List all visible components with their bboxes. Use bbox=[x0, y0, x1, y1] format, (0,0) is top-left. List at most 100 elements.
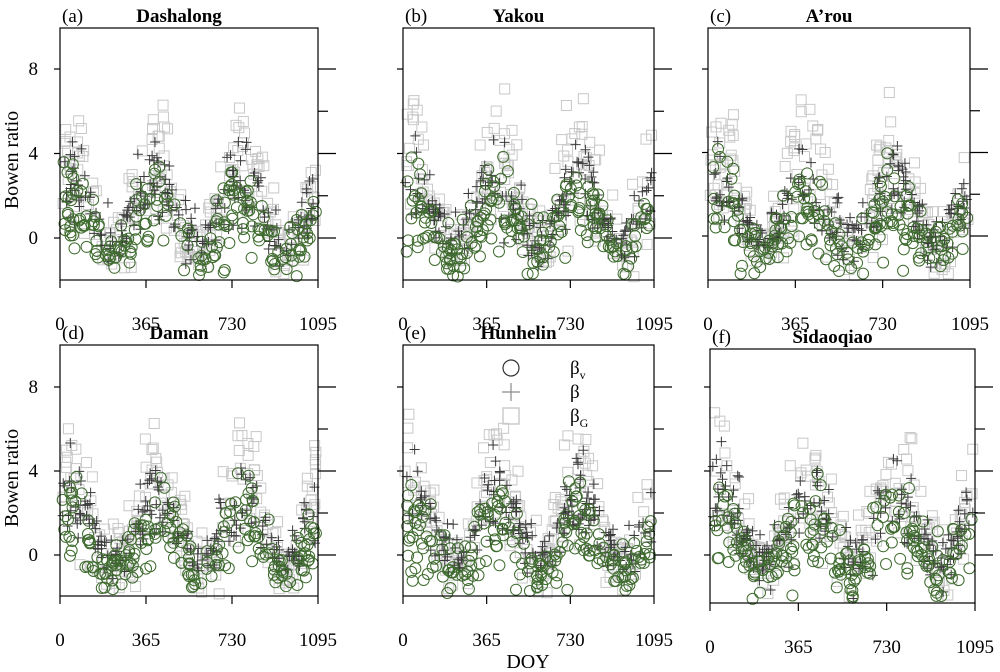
beta-g-point bbox=[942, 268, 954, 280]
beta-v-point bbox=[130, 194, 143, 207]
beta-v-point bbox=[61, 166, 74, 179]
beta-v-point bbox=[579, 503, 592, 516]
beta-v-point bbox=[478, 207, 491, 220]
beta-point bbox=[560, 164, 571, 175]
beta-point bbox=[75, 476, 86, 487]
beta-v-point bbox=[593, 207, 606, 220]
beta-v-point bbox=[885, 536, 898, 549]
beta-point bbox=[594, 505, 605, 516]
beta-v-point bbox=[920, 227, 933, 240]
beta-point bbox=[905, 500, 916, 511]
beta-point bbox=[893, 160, 904, 171]
beta-g-point bbox=[590, 154, 602, 166]
beta-g-point bbox=[704, 189, 716, 201]
beta-v-point bbox=[625, 252, 638, 265]
beta-g-point bbox=[933, 534, 945, 546]
beta-g-point bbox=[576, 121, 588, 133]
beta-g-point bbox=[270, 266, 282, 278]
beta-v-point bbox=[243, 204, 256, 217]
beta-v-point bbox=[923, 252, 936, 265]
beta-v-point bbox=[182, 568, 195, 581]
beta-v-point bbox=[458, 262, 471, 275]
beta-g-point bbox=[864, 485, 876, 497]
beta-v-point bbox=[245, 220, 258, 233]
beta-v-point bbox=[876, 195, 889, 208]
beta-point bbox=[812, 465, 823, 476]
beta-g-point bbox=[309, 499, 321, 511]
y-tick-label: 0 bbox=[29, 228, 39, 249]
x-tick-label: 1095 bbox=[635, 630, 673, 651]
beta-point bbox=[911, 216, 922, 227]
beta-point bbox=[856, 225, 867, 236]
beta-g-point bbox=[83, 199, 95, 211]
beta-v-point bbox=[225, 178, 238, 191]
beta-v-point bbox=[772, 238, 785, 251]
beta-v-point bbox=[897, 243, 910, 256]
beta-v-point bbox=[235, 509, 248, 522]
beta-v-point bbox=[449, 238, 462, 251]
beta-g-point bbox=[309, 164, 321, 176]
beta-v-point bbox=[922, 229, 935, 242]
beta-v-point bbox=[497, 529, 510, 542]
beta-point bbox=[948, 535, 959, 546]
beta-v-point bbox=[728, 507, 741, 520]
beta-v-point bbox=[307, 195, 320, 208]
beta-g-point bbox=[404, 142, 416, 154]
beta-point bbox=[181, 204, 192, 215]
beta-v-point bbox=[845, 568, 858, 581]
beta-v-point bbox=[819, 253, 832, 266]
beta-v-point bbox=[580, 229, 593, 242]
beta-point bbox=[499, 137, 510, 148]
beta-v-point bbox=[279, 251, 292, 264]
panel-1: 0 4 8 0 365 730 1095 (a) Dashalong bbox=[29, 6, 338, 335]
beta-v-point bbox=[422, 229, 435, 242]
beta-v-point bbox=[521, 218, 534, 231]
x-axis-label: DOY bbox=[506, 651, 549, 672]
beta-g-point bbox=[795, 467, 807, 479]
beta-v-point bbox=[69, 495, 82, 508]
x-tick-label: 365 bbox=[472, 630, 501, 651]
beta-g-point bbox=[506, 149, 518, 161]
beta-g-point bbox=[488, 122, 500, 134]
beta-point bbox=[430, 512, 441, 523]
beta-g-point bbox=[162, 479, 174, 491]
beta-v-point bbox=[176, 523, 189, 536]
beta-g-point bbox=[309, 454, 321, 466]
beta-g-point bbox=[165, 186, 177, 198]
beta-g-point bbox=[724, 131, 736, 143]
beta-g-point bbox=[632, 205, 644, 217]
beta-v-point bbox=[135, 536, 148, 549]
beta-g-point bbox=[305, 494, 317, 506]
beta-g-point bbox=[628, 271, 640, 283]
beta-point bbox=[308, 511, 319, 522]
beta-point bbox=[953, 505, 964, 516]
beta-v-point bbox=[82, 514, 95, 527]
beta-v-point bbox=[188, 574, 201, 587]
beta-v-point bbox=[884, 491, 897, 504]
beta-v-point bbox=[211, 551, 224, 564]
beta-v-point bbox=[276, 554, 289, 567]
beta-v-point bbox=[525, 198, 538, 211]
beta-v-point bbox=[718, 221, 731, 234]
beta-v-point bbox=[892, 505, 905, 518]
beta-v-point bbox=[741, 549, 754, 562]
beta-point bbox=[580, 144, 591, 155]
beta-v-point bbox=[187, 580, 200, 593]
beta-point bbox=[709, 169, 720, 180]
beta-g-point bbox=[517, 196, 529, 208]
beta-v-point bbox=[903, 525, 916, 538]
beta-v-point bbox=[75, 487, 88, 500]
beta-g-point bbox=[566, 133, 578, 145]
beta-g-point bbox=[481, 161, 493, 173]
beta-v-point bbox=[643, 547, 656, 560]
panel-letter: (d) bbox=[62, 323, 84, 344]
beta-v-point bbox=[80, 240, 93, 253]
beta-v-point bbox=[907, 525, 920, 538]
beta-v-point bbox=[406, 194, 419, 207]
beta-v-point bbox=[103, 248, 116, 261]
beta-point bbox=[629, 251, 640, 262]
beta-g-point bbox=[562, 245, 574, 257]
beta-v-point bbox=[63, 549, 76, 562]
beta-v-point bbox=[108, 261, 121, 274]
